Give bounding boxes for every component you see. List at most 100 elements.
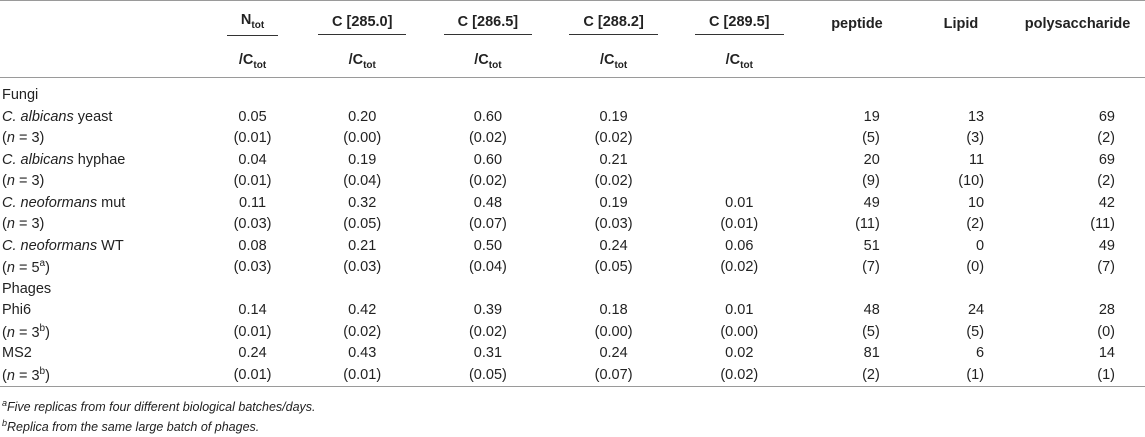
table-cell: (5): [966, 323, 985, 340]
table-cell: 0.24: [599, 237, 628, 254]
header-c286-denominator: /Ctot: [425, 43, 551, 78]
table-cell: (5): [862, 323, 880, 340]
table-cell: (0.02): [343, 323, 382, 340]
footnote-b: bReplica from the same large batch of ph…: [2, 418, 260, 435]
table-cell: (0.01): [233, 173, 272, 190]
table-cell: 14: [1098, 345, 1115, 362]
table-cell: 0.32: [348, 194, 377, 211]
table-row: (n = 3) (0.03) (0.05) (0.07) (0.03) (0.01) (11…: [0, 214, 1145, 236]
header-c288-denominator: /Ctot: [550, 43, 677, 78]
table-cell: (0.01): [720, 216, 759, 233]
row-label: (n = 5a): [2, 258, 50, 277]
table-cell: (2): [966, 216, 985, 233]
group-label-phages: Phages: [2, 280, 52, 297]
table-row: C. albicans hyphae 0.04 0.19 0.60 0.21 20 11 69: [0, 149, 1145, 171]
table-cell: (2): [802, 364, 912, 387]
table-cell: 0.60: [473, 151, 503, 168]
table-cell: (0.00): [594, 323, 633, 340]
header-ntot: Ntot: [205, 0, 300, 43]
header-c285: C [285.0]: [299, 0, 426, 43]
table-cell: 0.43: [348, 345, 377, 362]
table-cell: [676, 171, 802, 193]
table-cell: (0.03): [343, 259, 382, 276]
table-cell: 0.19: [348, 151, 377, 168]
header-c289: C [289.5]: [676, 0, 803, 43]
header-polysaccharide: polysaccharide: [1010, 0, 1145, 43]
row-label: Phi6: [2, 302, 32, 319]
table-cell: 0.02: [725, 345, 754, 362]
table-row: (n = 3) (0.01) (0.00) (0.02) (0.02) (5) (3) (2): [0, 128, 1145, 150]
footnote-a: aFive replicas from four different biolo…: [2, 398, 316, 415]
table-cell: 0.21: [599, 151, 628, 168]
row-label: C. neoformans mut: [2, 194, 126, 211]
table-row: C. neoformans WT 0.08 0.21 0.50 0.24 0.06 51 0 4…: [0, 235, 1145, 257]
table-cell: (0.01): [233, 323, 272, 340]
table-cell: (2): [1097, 130, 1115, 147]
header-c289-denominator: /Ctot: [676, 43, 803, 78]
table-cell: 0.19: [599, 194, 628, 211]
table-cell: (0.00): [343, 130, 382, 147]
table-cell: 0.24: [599, 345, 628, 362]
table-cell: 0.19: [599, 108, 628, 125]
header-peptide: peptide: [802, 0, 912, 43]
header-empty: [0, 0, 206, 43]
table-cell: (0.04): [343, 173, 382, 190]
table-cell: 49: [863, 194, 880, 211]
row-label: C. albicans yeast: [2, 108, 113, 125]
table-cell: [676, 128, 802, 150]
table-cell: 69: [1098, 151, 1115, 168]
row-label: (n = 3): [2, 130, 45, 147]
table-cell: (0.02): [468, 173, 507, 190]
table-cell: 0.50: [473, 237, 503, 254]
row-label: C. albicans hyphae: [2, 151, 126, 168]
table-row: (n = 3b) (0.01) (0.01) (0.05) (0.07) (0.02) (2…: [0, 364, 1145, 387]
row-label: MS2: [2, 345, 32, 362]
table-header: Ntot C [285.0] C [286.5] C [288.2] C [28…: [0, 0, 1145, 78]
table-cell: 13: [967, 108, 985, 125]
table-cell: 0.39: [473, 302, 503, 319]
table-cell: 81: [863, 345, 880, 362]
table-cell: 0.21: [348, 237, 377, 254]
table-cell: [676, 149, 802, 171]
table-cell: (5): [862, 130, 880, 147]
header-c288: C [288.2]: [550, 0, 677, 43]
table-cell: 10: [967, 194, 985, 211]
table-row: MS2 0.24 0.43 0.31 0.24 0.02 81 6 14: [0, 343, 1145, 365]
table-cell: 0.42: [348, 302, 377, 319]
table-cell: 20: [863, 151, 880, 168]
table-cell: (1): [1010, 364, 1145, 387]
table-cell: 0.11: [238, 194, 267, 211]
table-cell: 0.01: [725, 302, 754, 319]
table-row: Phi6 0.14 0.42 0.39 0.18 0.01 48 24 28: [0, 300, 1145, 322]
table-cell: (0): [966, 259, 985, 276]
table-body: Fungi C. albicans yeast 0.05 0.20 0.60 0.19 1…: [0, 78, 1145, 387]
table-cell: (0.07): [550, 364, 677, 387]
table-cell: 0.31: [473, 345, 503, 362]
table-cell: (0.03): [233, 259, 272, 276]
table-cell: 0.08: [238, 237, 267, 254]
table-cell: 24: [967, 302, 985, 319]
table-cell: (9): [862, 173, 880, 190]
table-cell: [676, 106, 802, 128]
table-cell: 11: [969, 151, 985, 168]
table-cell: 0: [976, 237, 985, 254]
table-cell: 0.06: [725, 237, 754, 254]
table-cell: (0.00): [720, 323, 759, 340]
table-cell: (10): [958, 173, 985, 190]
table-cell: 0.18: [599, 302, 628, 319]
table-cell: 48: [863, 302, 880, 319]
table-cell: 0.14: [238, 302, 267, 319]
table-cell: (0.01): [205, 364, 300, 387]
header-c285-denominator: /Ctot: [299, 43, 426, 78]
table-cell: (0.02): [720, 259, 759, 276]
table-cell: (7): [1097, 259, 1115, 276]
data-table: Ntot C [285.0] C [286.5] C [288.2] C [28…: [0, 0, 1145, 387]
table-row: C. neoformans mut 0.11 0.32 0.48 0.19 0.01 49 1…: [0, 192, 1145, 214]
table-cell: (11): [1090, 216, 1115, 233]
table-cell: 0.24: [238, 345, 267, 362]
table-cell: (0): [1097, 323, 1115, 340]
row-label: (n = 3b): [2, 322, 50, 341]
table-cell: 51: [863, 237, 880, 254]
table-row: (n = 3) (0.01) (0.04) (0.02) (0.02) (9) (10) (2…: [0, 171, 1145, 193]
